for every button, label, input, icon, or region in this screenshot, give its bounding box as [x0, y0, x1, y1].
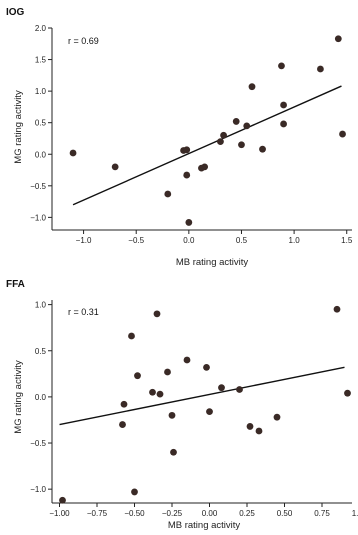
iog-y-tick-label: −1.0	[30, 213, 46, 222]
ffa-data-point	[168, 411, 176, 419]
ffa-scatter-panel: FFA r = 0.31 MB rating activity MG ratin…	[6, 279, 358, 531]
ffa-y-tick-label: 0.0	[35, 393, 47, 402]
ffa-regression-line	[59, 366, 345, 426]
iog-data-point	[69, 149, 77, 157]
ffa-x-tick-label: −0.75	[87, 509, 108, 518]
ffa-x-axis-label: MB rating activity	[168, 520, 241, 531]
ffa-x-tick-label: 0.25	[239, 509, 255, 518]
iog-data-point	[217, 138, 224, 146]
ffa-data-point	[131, 488, 138, 496]
iog-y-tick-label: 2.0	[35, 24, 47, 33]
ffa-data-point	[218, 384, 225, 392]
ffa-data-point	[206, 408, 213, 416]
ffa-data-point	[149, 388, 156, 396]
ffa-y-tick-label: 1.0	[35, 301, 47, 310]
iog-data-point	[164, 190, 172, 198]
iog-y-tick-label: 1.5	[35, 56, 47, 65]
iog-x-tick-label: 1.0	[289, 236, 301, 245]
iog-x-tick-label: 0.0	[183, 236, 195, 245]
iog-scatter-panel: IOG r = 0.69 MB rating activity MG ratin…	[6, 7, 353, 268]
iog-x-tick-label: 1.5	[341, 236, 353, 245]
iog-panel-title: IOG	[6, 7, 25, 18]
iog-x-axis-label: MB rating activity	[176, 257, 249, 268]
iog-data-point	[248, 83, 256, 91]
iog-data-point	[259, 145, 266, 153]
ffa-x-ticks: −1.00 −0.75 −0.50 −0.25 0.00 0.25 0.50 0.75 1.00	[49, 503, 358, 518]
iog-data-point	[220, 131, 227, 139]
ffa-data-point	[236, 386, 243, 393]
iog-data-points	[69, 35, 346, 226]
iog-regression-line	[72, 85, 342, 206]
ffa-correlation-label: r = 0.31	[68, 307, 99, 317]
iog-data-point	[238, 141, 245, 149]
ffa-y-tick-label: −1.0	[30, 485, 46, 494]
iog-data-point	[339, 130, 346, 138]
iog-y-axis-label: MG rating activity	[13, 90, 24, 164]
ffa-x-tick-label: 1.00	[352, 509, 358, 518]
iog-data-point	[232, 118, 240, 125]
ffa-x-tick-label: 0.00	[202, 509, 218, 518]
ffa-data-point	[183, 356, 191, 364]
ffa-x-tick-label: 0.50	[277, 509, 293, 518]
ffa-data-point	[156, 390, 164, 398]
iog-x-ticks: −1.0 −0.5 0.0 0.5 1.0 1.5	[76, 230, 353, 245]
ffa-y-ticks: −1.0 −0.5 0.0 0.5 1.0	[30, 301, 52, 494]
iog-y-tick-label: −0.5	[30, 182, 46, 191]
ffa-data-point	[153, 310, 161, 318]
iog-data-point	[317, 65, 324, 73]
iog-data-point	[183, 146, 191, 154]
ffa-data-point	[273, 413, 281, 421]
iog-data-point	[243, 122, 251, 130]
iog-data-point	[280, 120, 287, 128]
iog-y-tick-label: 1.0	[35, 87, 47, 96]
ffa-y-tick-label: −0.5	[30, 439, 46, 448]
ffa-data-point	[203, 363, 210, 371]
iog-data-point	[280, 101, 287, 109]
ffa-data-point	[164, 368, 171, 376]
iog-data-point	[185, 219, 193, 226]
iog-x-tick-label: 0.5	[236, 236, 248, 245]
ffa-y-tick-label: 0.5	[35, 347, 47, 356]
ffa-y-axis-label: MG rating activity	[13, 360, 24, 434]
ffa-data-point	[119, 421, 126, 428]
iog-y-tick-label: 0.5	[35, 119, 47, 128]
iog-data-point	[334, 35, 342, 43]
ffa-data-points	[59, 305, 351, 504]
iog-data-point	[111, 163, 119, 171]
iog-correlation-label: r = 0.69	[68, 36, 99, 46]
ffa-data-point	[134, 372, 141, 380]
ffa-data-point	[255, 427, 263, 435]
ffa-data-point	[333, 305, 341, 313]
ffa-data-point	[128, 332, 135, 340]
ffa-data-point	[170, 448, 177, 456]
ffa-data-point	[344, 389, 351, 397]
ffa-x-tick-label: −1.00	[49, 509, 70, 518]
iog-data-point	[201, 163, 209, 171]
iog-data-point	[278, 62, 285, 70]
ffa-x-tick-label: −0.25	[162, 509, 183, 518]
ffa-x-tick-label: 0.75	[314, 509, 330, 518]
ffa-data-point	[246, 423, 254, 430]
ffa-data-point	[120, 400, 128, 408]
iog-data-point	[183, 171, 191, 179]
ffa-panel-title: FFA	[6, 279, 25, 290]
iog-y-ticks: −1.0 −0.5 0.0 0.5 1.0 1.5 2.0	[30, 24, 52, 222]
ffa-x-tick-label: −0.50	[124, 509, 145, 518]
iog-x-tick-label: −0.5	[128, 236, 144, 245]
ffa-data-point	[59, 496, 66, 504]
iog-x-tick-label: −1.0	[76, 236, 92, 245]
iog-y-tick-label: 0.0	[35, 150, 47, 159]
